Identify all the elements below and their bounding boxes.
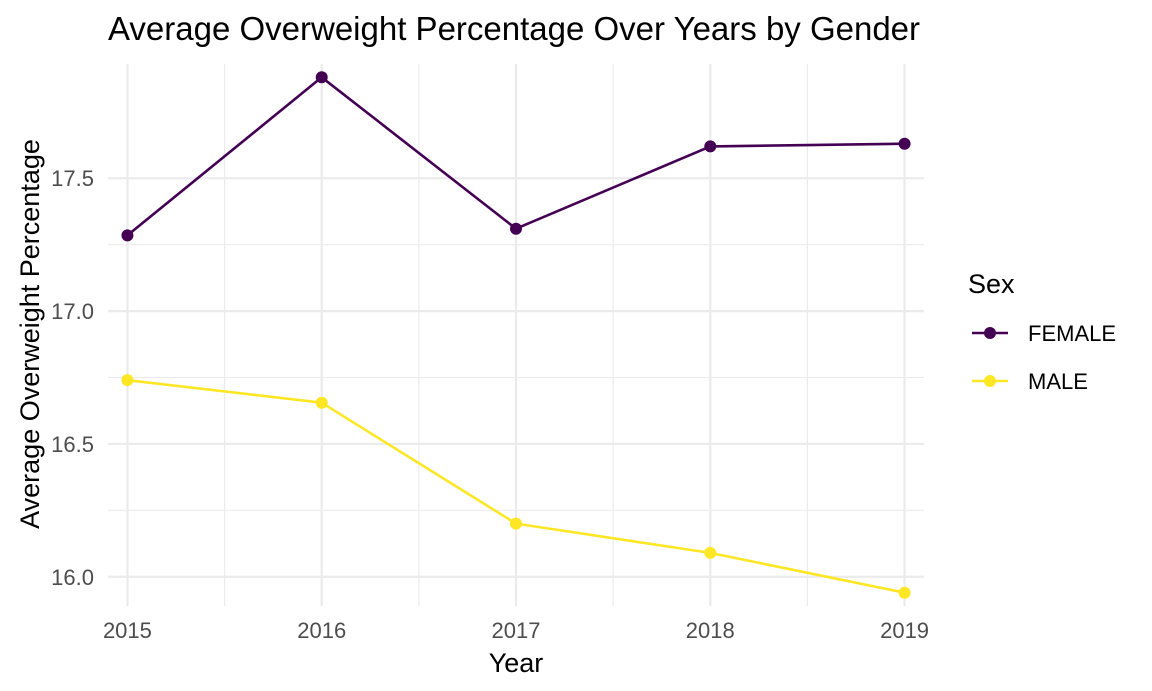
legend-item-male: MALE [972, 369, 1088, 394]
x-tick-label: 2016 [297, 618, 346, 643]
y-tick-label: 17.0 [51, 299, 94, 324]
x-tick-label: 2018 [686, 618, 735, 643]
data-point-male [704, 546, 717, 559]
legend-label: FEMALE [1028, 321, 1116, 346]
series-female [121, 71, 911, 242]
legend-item-female: FEMALE [972, 321, 1116, 346]
y-axis-ticks: 16.0 16.5 17.0 17.5 [51, 166, 94, 590]
data-point-male [121, 374, 134, 387]
x-axis-title: Year [489, 648, 544, 678]
data-point-male [510, 517, 522, 530]
legend-key-point [984, 375, 996, 387]
data-point-male [898, 586, 911, 599]
x-axis-ticks: 2015 2016 2017 2018 2019 [103, 618, 929, 643]
data-point-female [704, 140, 717, 153]
legend: Sex FEMALE MALE [968, 269, 1116, 394]
x-tick-label: 2019 [880, 618, 929, 643]
y-tick-label: 16.0 [51, 565, 94, 590]
data-point-female [315, 71, 328, 84]
data-point-male [315, 396, 328, 409]
y-axis-title: Average Overweight Percentage [15, 139, 45, 529]
data-point-female [510, 222, 522, 235]
legend-key-point [984, 327, 996, 339]
series-area [121, 71, 911, 599]
x-tick-label: 2015 [103, 618, 152, 643]
legend-label: MALE [1028, 369, 1088, 394]
legend-items: FEMALE MALE [972, 321, 1116, 394]
grid [108, 64, 924, 606]
series-male [121, 374, 911, 599]
legend-title: Sex [968, 269, 1015, 299]
x-tick-label: 2017 [492, 618, 541, 643]
data-point-female [121, 229, 134, 242]
y-tick-label: 17.5 [51, 166, 94, 191]
chart-title: Average Overweight Percentage Over Years… [108, 10, 920, 47]
data-point-female [898, 137, 911, 150]
y-tick-label: 16.5 [51, 432, 94, 457]
